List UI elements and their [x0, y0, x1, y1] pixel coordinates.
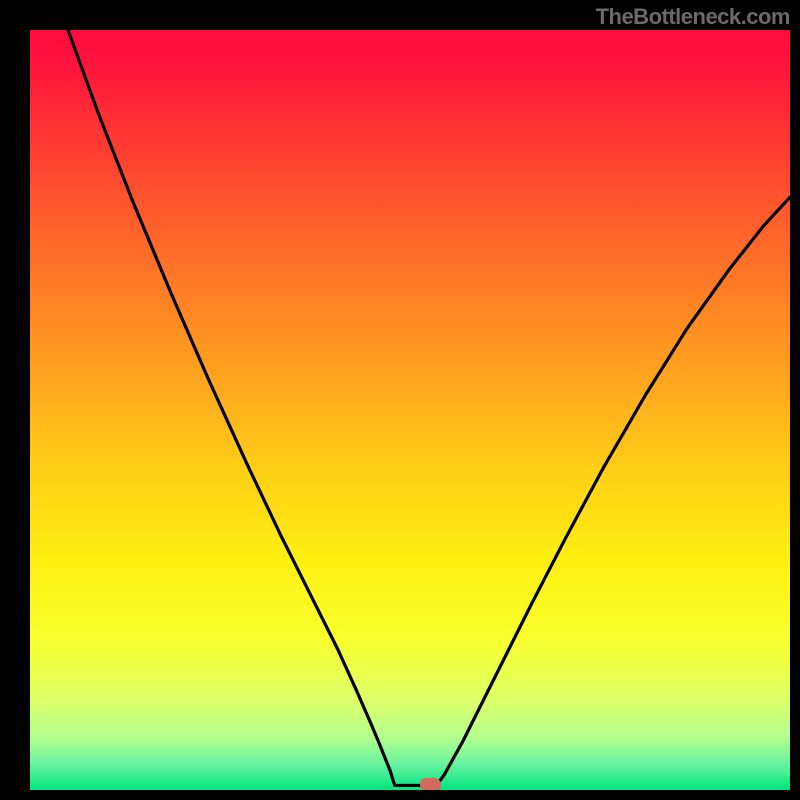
watermark-text: TheBottleneck.com [596, 4, 790, 30]
optimum-marker [420, 778, 441, 792]
gradient-background [30, 30, 790, 790]
bottleneck-chart [0, 0, 800, 800]
